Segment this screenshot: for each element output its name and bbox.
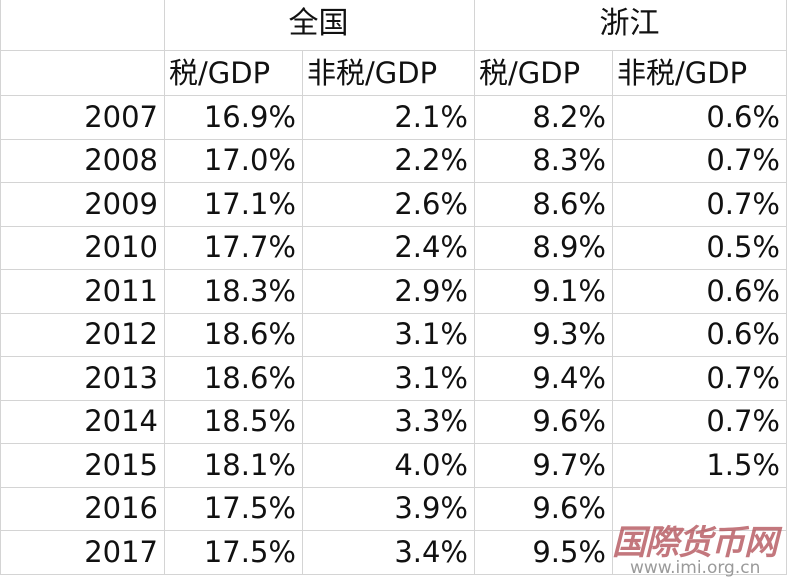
cell-national-tax-gdp[interactable]: 18.6% <box>164 312 303 357</box>
watermark-logo: 国際货币网 <box>612 523 778 563</box>
cell-national-tax-gdp[interactable]: 18.5% <box>164 399 303 444</box>
cell-zhejiang-nontax-gdp[interactable]: 0.7% <box>612 182 787 227</box>
cell-national-nontax-gdp[interactable]: 2.9% <box>302 269 475 314</box>
cell-zhejiang-tax-gdp[interactable]: 9.3% <box>474 312 613 357</box>
column-header-zhejiang-nontax-gdp[interactable]: 非税/GDP <box>612 50 787 96</box>
cell-zhejiang-nontax-gdp[interactable]: 1.5% <box>612 443 787 488</box>
year-cell[interactable]: 2014 <box>0 399 165 444</box>
cell-zhejiang-nontax-gdp[interactable]: 0.6% <box>612 95 787 140</box>
table-row: 2011 18.3% 2.9% 9.1% 0.6% <box>0 269 787 314</box>
cell-national-tax-gdp[interactable]: 18.3% <box>164 269 303 314</box>
cell-zhejiang-nontax-gdp[interactable]: 0.6% <box>612 269 787 314</box>
group-header-row: 全国 浙江 <box>0 0 787 51</box>
cell-national-tax-gdp[interactable]: 17.0% <box>164 138 303 183</box>
table-row: 2008 17.0% 2.2% 8.3% 0.7% <box>0 138 787 183</box>
cell-national-nontax-gdp[interactable]: 3.1% <box>302 312 475 357</box>
column-header-zhejiang-tax-gdp[interactable]: 税/GDP <box>474 50 613 96</box>
cell-national-nontax-gdp[interactable]: 3.9% <box>302 486 475 531</box>
cell-national-tax-gdp[interactable]: 17.5% <box>164 486 303 531</box>
year-cell[interactable]: 2010 <box>0 225 165 270</box>
year-cell[interactable]: 2016 <box>0 486 165 531</box>
cell-zhejiang-tax-gdp[interactable]: 9.6% <box>474 486 613 531</box>
cell-zhejiang-tax-gdp[interactable]: 9.5% <box>474 530 613 575</box>
cell-national-tax-gdp[interactable]: 18.1% <box>164 443 303 488</box>
table-row: 2017 17.5% 3.4% 9.5% <box>0 530 787 575</box>
column-header-national-nontax-gdp[interactable]: 非税/GDP <box>302 50 475 96</box>
table-row: 2013 18.6% 3.1% 9.4% 0.7% <box>0 356 787 401</box>
watermark-url: www.imi.org.cn <box>630 558 761 578</box>
cell-zhejiang-nontax-gdp[interactable]: 0.7% <box>612 356 787 401</box>
cell-national-tax-gdp[interactable]: 17.1% <box>164 182 303 227</box>
table-row: 2012 18.6% 3.1% 9.3% 0.6% <box>0 312 787 357</box>
table-row: 2016 17.5% 3.9% 9.6% <box>0 486 787 531</box>
cell-zhejiang-tax-gdp[interactable]: 9.4% <box>474 356 613 401</box>
cell-zhejiang-tax-gdp[interactable]: 8.3% <box>474 138 613 183</box>
group-header-zhejiang[interactable]: 浙江 <box>474 0 787 51</box>
cell-zhejiang-tax-gdp[interactable]: 9.7% <box>474 443 613 488</box>
cell-zhejiang-nontax-gdp[interactable] <box>612 486 787 531</box>
corner-cell[interactable] <box>0 0 165 51</box>
table-row: 2014 18.5% 3.3% 9.6% 0.7% <box>0 399 787 444</box>
cell-zhejiang-tax-gdp[interactable]: 9.1% <box>474 269 613 314</box>
year-cell[interactable]: 2017 <box>0 530 165 575</box>
cell-zhejiang-nontax-gdp[interactable]: 0.5% <box>612 225 787 270</box>
cell-national-tax-gdp[interactable]: 18.6% <box>164 356 303 401</box>
table-row: 2009 17.1% 2.6% 8.6% 0.7% <box>0 182 787 227</box>
cell-zhejiang-nontax-gdp[interactable]: 0.6% <box>612 312 787 357</box>
year-cell[interactable]: 2009 <box>0 182 165 227</box>
year-cell[interactable]: 2015 <box>0 443 165 488</box>
cell-zhejiang-tax-gdp[interactable]: 8.6% <box>474 182 613 227</box>
group-header-national[interactable]: 全国 <box>164 0 475 51</box>
sub-header-row: 税/GDP 非税/GDP 税/GDP 非税/GDP <box>0 50 787 96</box>
column-header-national-tax-gdp[interactable]: 税/GDP <box>164 50 303 96</box>
sub-header-blank[interactable] <box>0 50 165 96</box>
cell-national-tax-gdp[interactable]: 17.5% <box>164 530 303 575</box>
year-cell[interactable]: 2008 <box>0 138 165 183</box>
cell-national-tax-gdp[interactable]: 16.9% <box>164 95 303 140</box>
cell-zhejiang-nontax-gdp[interactable]: 0.7% <box>612 399 787 444</box>
cell-national-nontax-gdp[interactable]: 4.0% <box>302 443 475 488</box>
cell-national-nontax-gdp[interactable]: 2.2% <box>302 138 475 183</box>
cell-national-nontax-gdp[interactable]: 3.3% <box>302 399 475 444</box>
cell-national-nontax-gdp[interactable]: 2.1% <box>302 95 475 140</box>
table-row: 2010 17.7% 2.4% 8.9% 0.5% <box>0 225 787 270</box>
cell-zhejiang-tax-gdp[interactable]: 8.9% <box>474 225 613 270</box>
cell-zhejiang-nontax-gdp[interactable]: 0.7% <box>612 138 787 183</box>
table-row: 2007 16.9% 2.1% 8.2% 0.6% <box>0 95 787 140</box>
cell-national-nontax-gdp[interactable]: 2.6% <box>302 182 475 227</box>
cell-national-nontax-gdp[interactable]: 3.4% <box>302 530 475 575</box>
year-cell[interactable]: 2013 <box>0 356 165 401</box>
table-row: 2015 18.1% 4.0% 9.7% 1.5% <box>0 443 787 488</box>
cell-national-nontax-gdp[interactable]: 2.4% <box>302 225 475 270</box>
cell-zhejiang-nontax-gdp[interactable] <box>612 530 787 575</box>
cell-national-tax-gdp[interactable]: 17.7% <box>164 225 303 270</box>
year-cell[interactable]: 2012 <box>0 312 165 357</box>
year-cell[interactable]: 2011 <box>0 269 165 314</box>
cell-zhejiang-tax-gdp[interactable]: 8.2% <box>474 95 613 140</box>
year-cell[interactable]: 2007 <box>0 95 165 140</box>
cell-zhejiang-tax-gdp[interactable]: 9.6% <box>474 399 613 444</box>
cell-national-nontax-gdp[interactable]: 3.1% <box>302 356 475 401</box>
